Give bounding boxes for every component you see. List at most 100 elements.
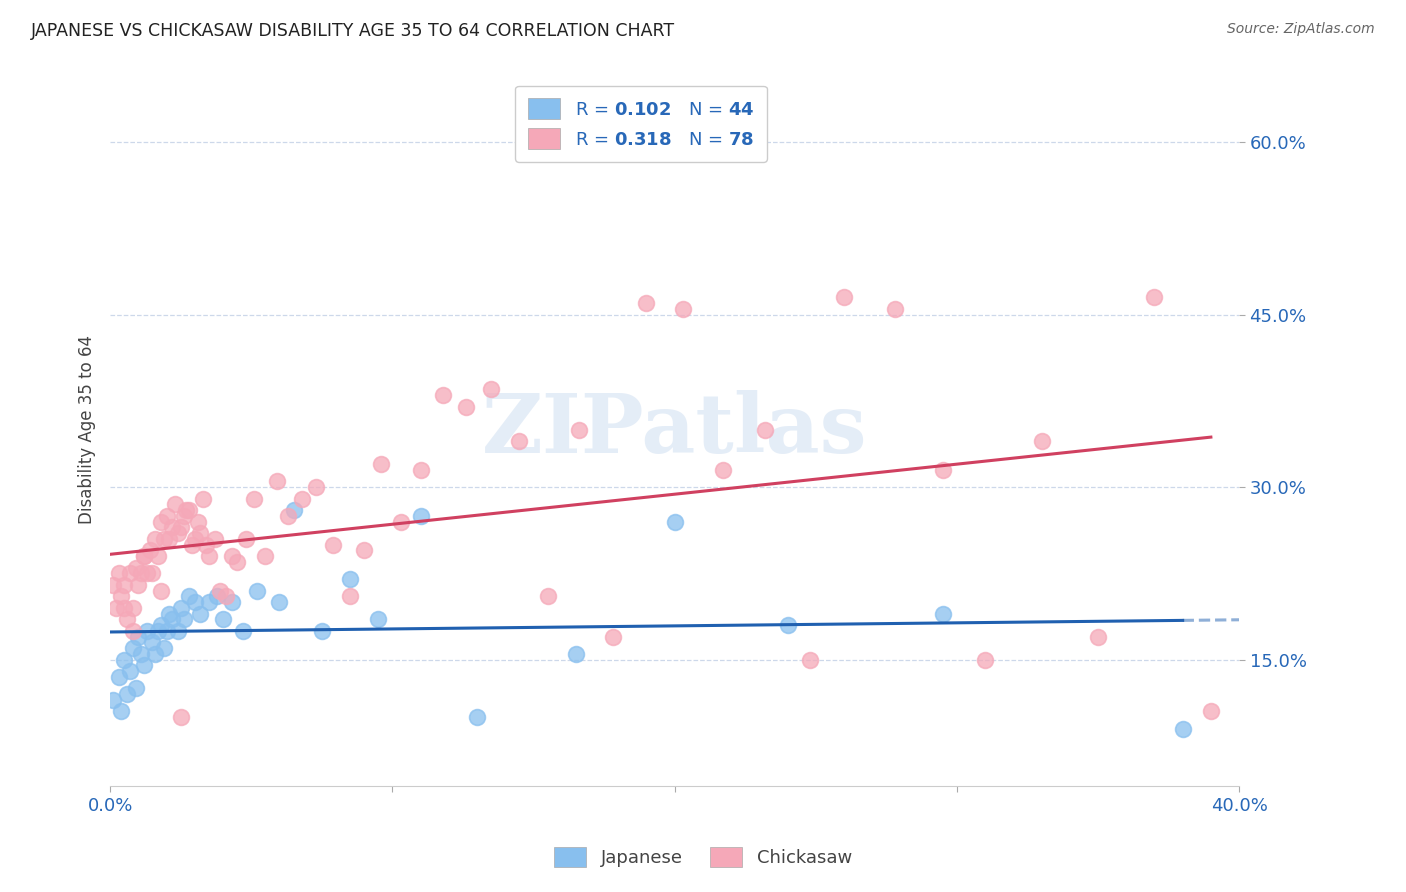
- Point: [110, 705, 132, 719]
- Point: [479, 382, 502, 396]
- Point: [179, 590, 201, 604]
- Point: [283, 503, 305, 517]
- Point: [165, 497, 187, 511]
- Point: [664, 515, 686, 529]
- Point: [212, 612, 235, 626]
- Legend: Japanese, Chickasaw: Japanese, Chickasaw: [547, 839, 859, 874]
- Point: [389, 515, 412, 529]
- Point: [152, 641, 174, 656]
- Point: [101, 693, 124, 707]
- Point: [370, 457, 392, 471]
- Point: [112, 578, 135, 592]
- Point: [221, 595, 243, 609]
- Point: [149, 515, 172, 529]
- Point: [311, 624, 333, 638]
- Point: [754, 423, 776, 437]
- Point: [167, 624, 190, 638]
- Point: [132, 549, 155, 563]
- Point: [198, 549, 221, 563]
- Point: [799, 652, 821, 666]
- Point: [602, 630, 624, 644]
- Point: [112, 600, 135, 615]
- Point: [129, 647, 152, 661]
- Point: [454, 400, 477, 414]
- Point: [132, 658, 155, 673]
- Point: [115, 612, 138, 626]
- Point: [243, 491, 266, 506]
- Point: [246, 583, 269, 598]
- Point: [121, 641, 143, 656]
- Point: [353, 543, 375, 558]
- Point: [149, 583, 172, 598]
- Point: [159, 607, 181, 621]
- Point: [195, 538, 218, 552]
- Point: [221, 549, 243, 563]
- Point: [141, 635, 163, 649]
- Point: [155, 624, 177, 638]
- Point: [184, 532, 207, 546]
- Point: [152, 532, 174, 546]
- Point: [209, 583, 232, 598]
- Point: [135, 566, 157, 581]
- Point: [146, 624, 169, 638]
- Point: [711, 463, 734, 477]
- Text: JAPANESE VS CHICKASAW DISABILITY AGE 35 TO 64 CORRELATION CHART: JAPANESE VS CHICKASAW DISABILITY AGE 35 …: [31, 22, 675, 40]
- Point: [508, 434, 530, 448]
- Point: [198, 595, 221, 609]
- Legend: R = $\mathbf{0.102}$   N = $\mathbf{44}$, R = $\mathbf{0.318}$   N = $\mathbf{78: R = $\mathbf{0.102}$ N = $\mathbf{44}$, …: [515, 86, 766, 161]
- Point: [143, 532, 166, 546]
- Point: [932, 463, 955, 477]
- Point: [121, 600, 143, 615]
- Point: [1087, 630, 1109, 644]
- Point: [170, 520, 193, 534]
- Point: [367, 612, 389, 626]
- Point: [173, 508, 195, 523]
- Point: [167, 526, 190, 541]
- Point: [207, 590, 229, 604]
- Point: [170, 600, 193, 615]
- Point: [107, 670, 129, 684]
- Point: [118, 566, 141, 581]
- Point: [536, 590, 558, 604]
- Point: [141, 566, 163, 581]
- Point: [121, 624, 143, 638]
- Point: [832, 290, 855, 304]
- Point: [179, 503, 201, 517]
- Point: [235, 532, 257, 546]
- Point: [232, 624, 254, 638]
- Point: [170, 710, 193, 724]
- Point: [146, 549, 169, 563]
- Point: [138, 543, 160, 558]
- Point: [339, 590, 361, 604]
- Point: [636, 296, 658, 310]
- Point: [127, 630, 149, 644]
- Point: [883, 301, 905, 316]
- Text: Source: ZipAtlas.com: Source: ZipAtlas.com: [1227, 22, 1375, 37]
- Point: [176, 503, 198, 517]
- Point: [277, 508, 299, 523]
- Point: [339, 572, 361, 586]
- Point: [132, 549, 155, 563]
- Point: [159, 532, 181, 546]
- Point: [672, 301, 695, 316]
- Point: [115, 687, 138, 701]
- Point: [1171, 722, 1194, 736]
- Point: [190, 526, 212, 541]
- Point: [118, 664, 141, 678]
- Point: [107, 566, 129, 581]
- Point: [254, 549, 277, 563]
- Point: [143, 647, 166, 661]
- Point: [193, 491, 215, 506]
- Point: [184, 595, 207, 609]
- Point: [409, 463, 432, 477]
- Point: [291, 491, 314, 506]
- Point: [127, 578, 149, 592]
- Point: [432, 388, 454, 402]
- Point: [305, 480, 328, 494]
- Point: [173, 612, 195, 626]
- Y-axis label: Disability Age 35 to 64: Disability Age 35 to 64: [79, 335, 96, 524]
- Point: [135, 624, 157, 638]
- Point: [226, 555, 249, 569]
- Point: [112, 652, 135, 666]
- Point: [215, 590, 238, 604]
